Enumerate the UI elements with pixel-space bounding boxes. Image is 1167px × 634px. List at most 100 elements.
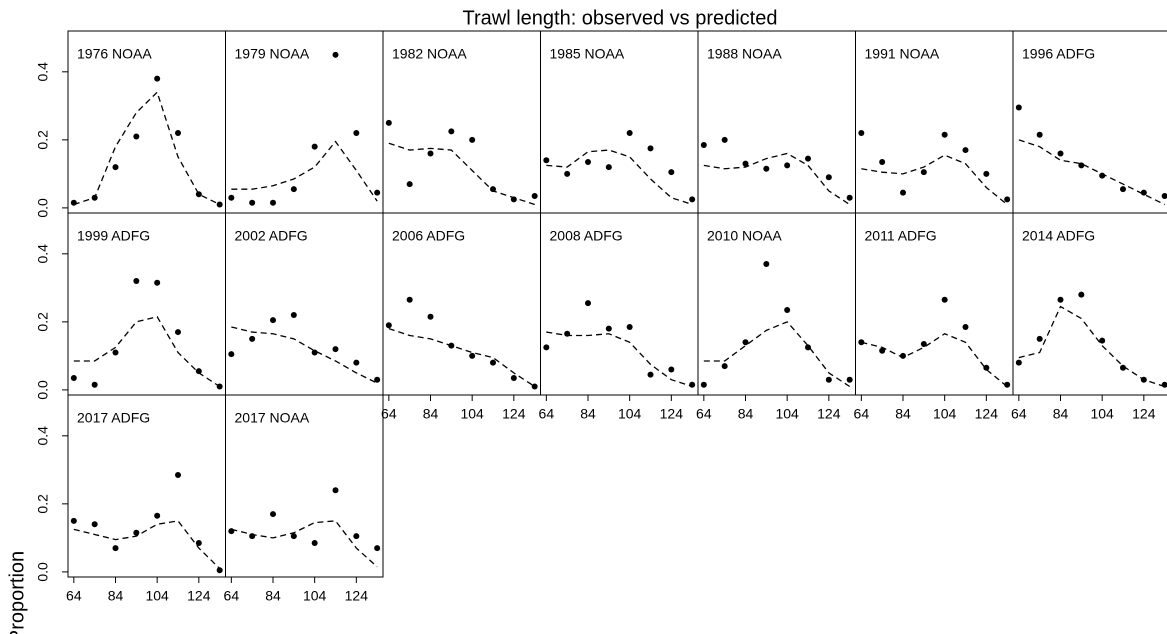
- observed-point: [1120, 186, 1126, 193]
- panel-title: 2014 ADFG: [1022, 228, 1095, 244]
- y-tick-label: 0.2: [35, 312, 51, 332]
- observed-point: [983, 170, 990, 177]
- observed-point: [406, 296, 413, 303]
- observed-point: [70, 374, 77, 381]
- y-tick-label: 0.0: [35, 198, 51, 218]
- predicted-line: [73, 91, 220, 206]
- observed-point: [647, 371, 654, 378]
- observed-point: [805, 344, 811, 351]
- predicted-line: [388, 328, 536, 388]
- observed-point: [469, 352, 476, 359]
- observed-point: [721, 363, 728, 370]
- observed-point: [510, 374, 517, 381]
- observed-point: [846, 194, 853, 201]
- chart-title: Trawl length: observed vs predicted: [463, 7, 778, 29]
- y-tick-label: 0.4: [35, 62, 51, 82]
- observed-point: [154, 279, 161, 286]
- observed-point: [353, 533, 360, 540]
- x-tick-label: 124: [817, 406, 841, 422]
- x-tick-label: 124: [975, 406, 999, 422]
- observed-point: [490, 186, 496, 193]
- observed-point: [195, 191, 202, 198]
- observed-point: [112, 349, 119, 356]
- observed-point: [1099, 337, 1106, 344]
- panel-title: 1991 NOAA: [865, 46, 940, 62]
- observed-point: [1036, 131, 1043, 138]
- observed-point: [353, 359, 360, 366]
- observed-point: [311, 349, 318, 356]
- panel-title: 1982 NOAA: [392, 46, 467, 62]
- observed-point: [543, 344, 550, 351]
- observed-point: [490, 359, 496, 366]
- observed-point: [133, 278, 140, 285]
- observed-point: [689, 381, 696, 388]
- observed-point: [983, 364, 990, 371]
- observed-point: [216, 567, 223, 574]
- observed-point: [920, 340, 927, 347]
- x-tick-label: 124: [660, 406, 684, 422]
- observed-point: [427, 150, 434, 157]
- observed-point: [531, 192, 538, 199]
- observed-point: [175, 329, 181, 336]
- panel-title: 1999 ADFG: [77, 228, 150, 244]
- observed-point: [469, 136, 476, 143]
- observed-point: [311, 143, 318, 150]
- predicted-line: [861, 154, 1008, 205]
- y-axis-label: Proportion: [6, 551, 28, 634]
- observed-point: [427, 313, 434, 320]
- predicted-line: [231, 140, 378, 202]
- observed-point: [742, 339, 749, 346]
- observed-point: [406, 181, 413, 188]
- observed-point: [228, 528, 235, 535]
- observed-point: [195, 368, 202, 375]
- x-tick-label: 124: [345, 588, 369, 604]
- observed-point: [1004, 381, 1011, 388]
- x-tick-label: 64: [381, 406, 397, 422]
- observed-point: [825, 174, 832, 181]
- observed-point: [385, 119, 392, 126]
- observed-point: [228, 194, 235, 201]
- observed-point: [91, 521, 98, 528]
- observed-point: [70, 199, 77, 206]
- x-tick-label: 84: [1053, 406, 1069, 422]
- predicted-line: [1018, 139, 1165, 206]
- observed-point: [763, 261, 770, 268]
- observed-point: [290, 186, 297, 193]
- observed-point: [700, 141, 707, 148]
- observed-point: [270, 199, 276, 206]
- observed-point: [290, 312, 297, 319]
- predicted-line: [703, 321, 851, 388]
- x-tick-label: 84: [580, 406, 596, 422]
- panel-title: 1976 NOAA: [77, 46, 152, 62]
- observed-point: [332, 487, 339, 494]
- observed-point: [448, 128, 455, 135]
- observed-point: [1004, 196, 1011, 203]
- observed-point: [585, 300, 591, 307]
- observed-point: [962, 323, 969, 330]
- predicted-line: [388, 142, 535, 206]
- observed-point: [374, 189, 381, 196]
- x-tick-label: 64: [854, 406, 870, 422]
- observed-point: [784, 306, 791, 313]
- observed-point: [585, 158, 591, 165]
- observed-point: [668, 169, 675, 176]
- x-tick-label: 84: [423, 406, 439, 422]
- observed-point: [1161, 192, 1167, 199]
- panel-title: 1988 NOAA: [707, 46, 782, 62]
- observed-point: [311, 539, 318, 546]
- x-tick-label: 64: [539, 406, 555, 422]
- observed-point: [941, 296, 948, 303]
- y-tick-label: 0.4: [35, 426, 51, 446]
- y-tick-label: 0.0: [35, 380, 51, 400]
- observed-point: [858, 130, 865, 137]
- observed-point: [1120, 364, 1126, 371]
- predicted-line: [231, 520, 378, 568]
- x-tick-label: 64: [66, 588, 82, 604]
- observed-point: [290, 533, 297, 540]
- observed-point: [249, 335, 256, 342]
- observed-point: [1015, 104, 1022, 111]
- x-tick-label: 84: [265, 588, 281, 604]
- panel-title: 2010 NOAA: [707, 228, 782, 244]
